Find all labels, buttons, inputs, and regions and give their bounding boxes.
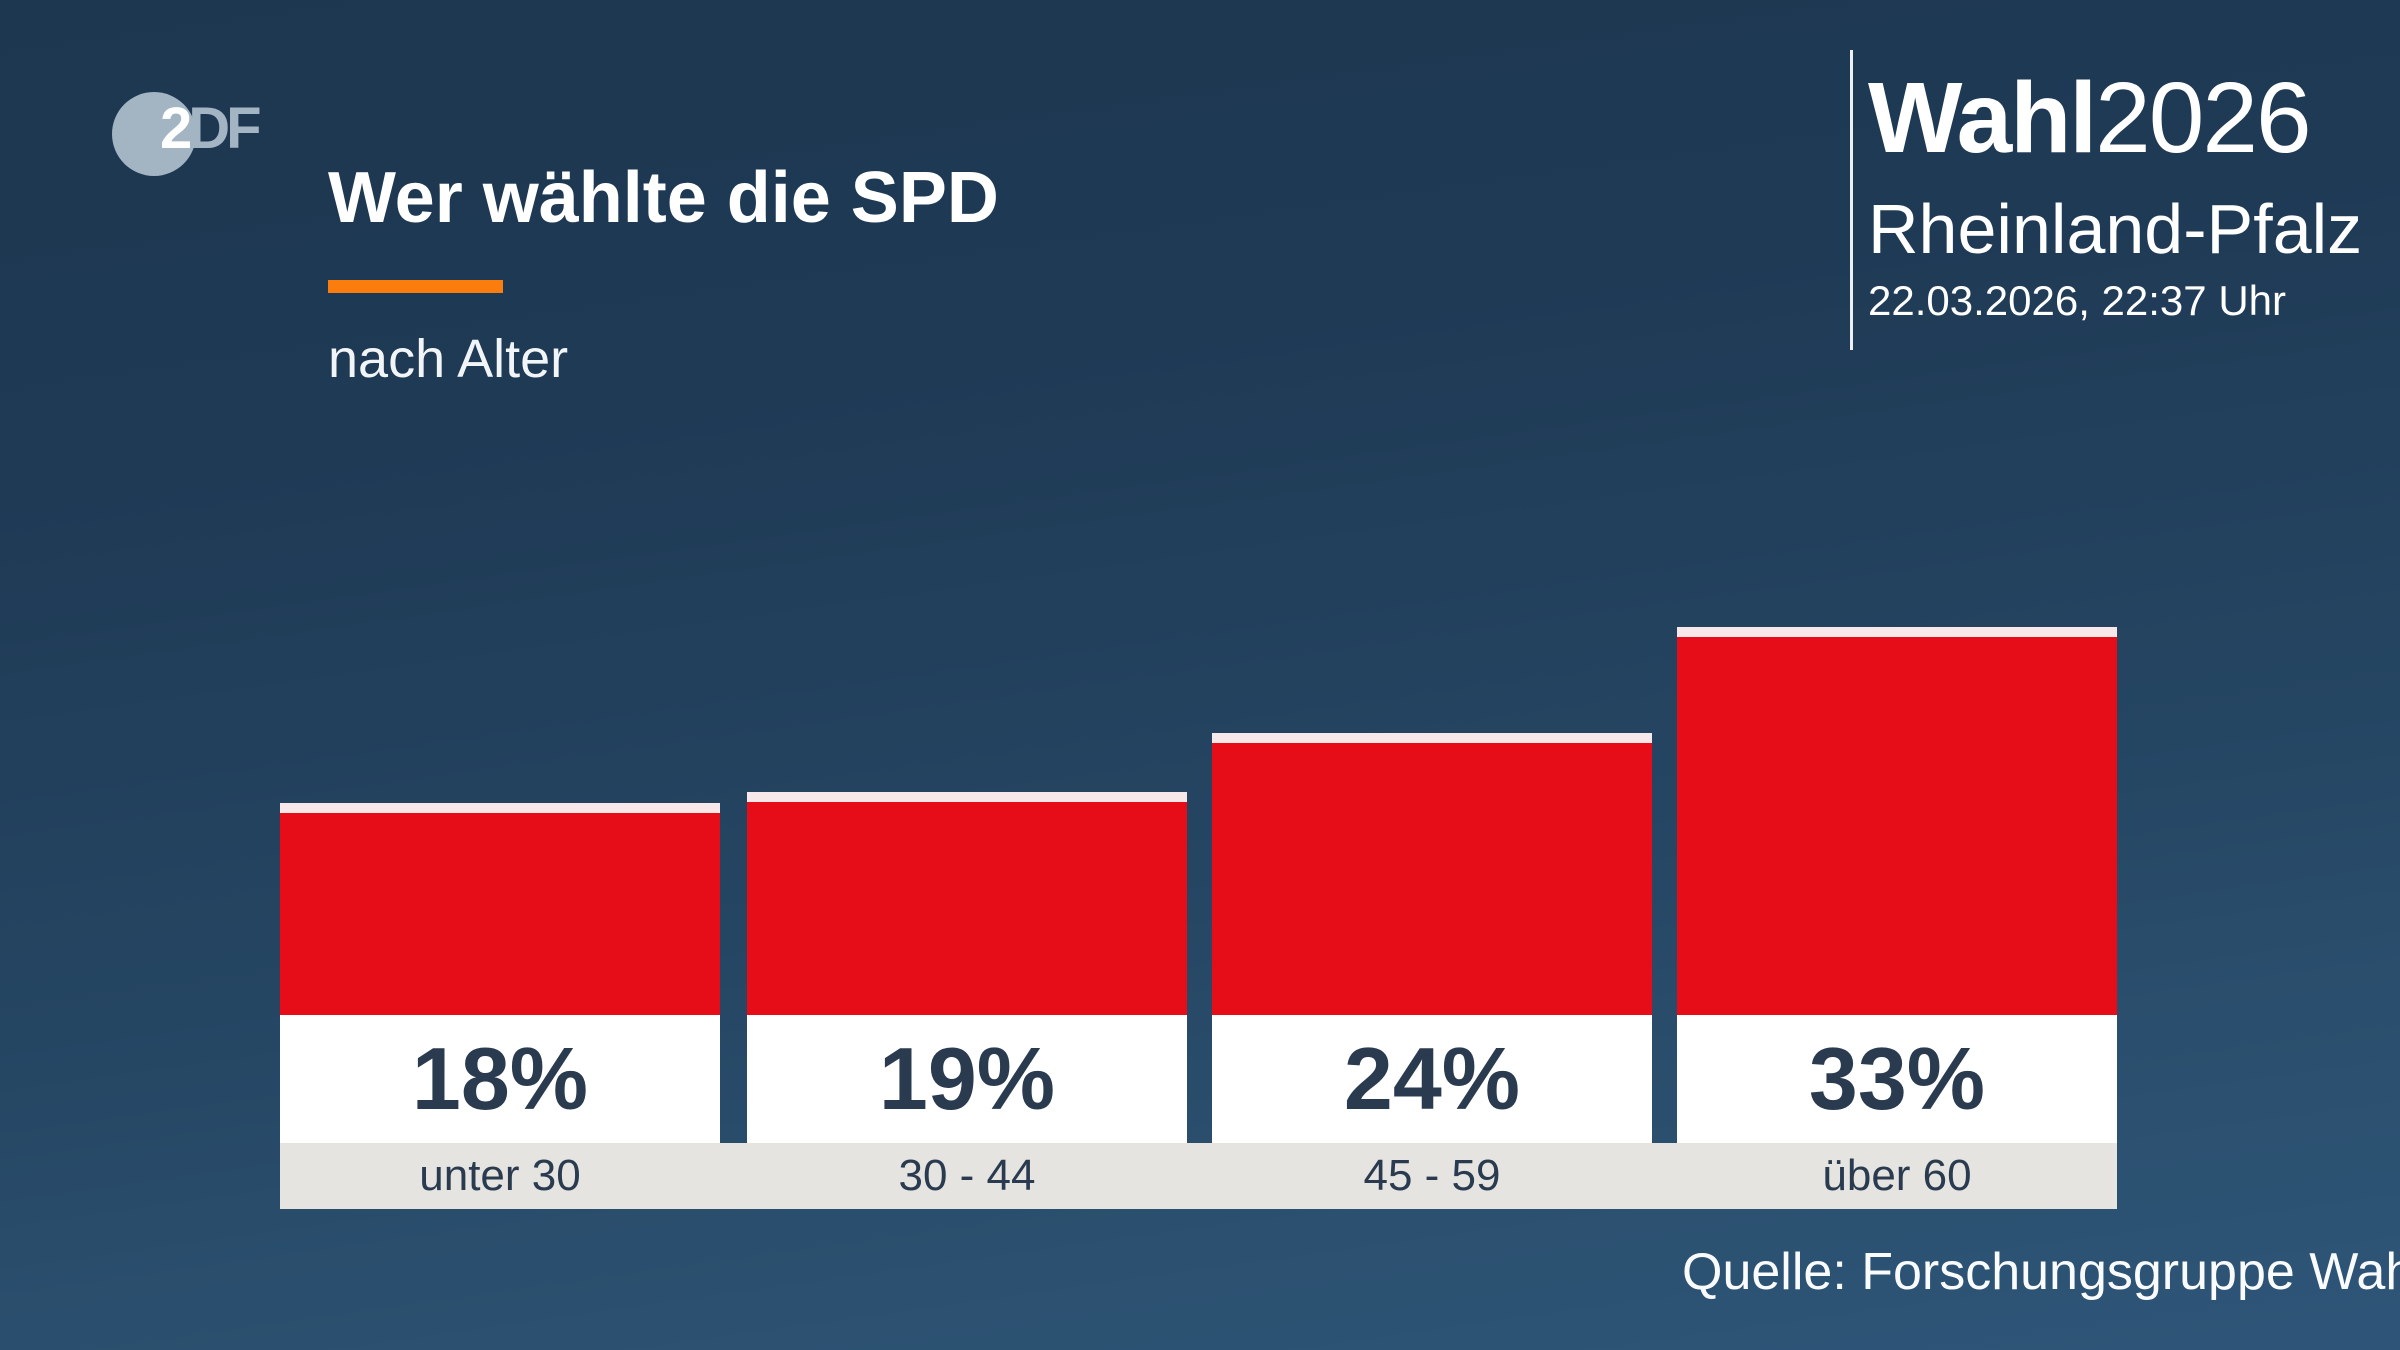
brand-title-wahl: Wahl — [1868, 62, 2097, 174]
bar-top-highlight — [280, 803, 720, 813]
brand-datetime: 22.03.2026, 22:37 Uhr — [1868, 277, 2286, 324]
bar-45---59: 24% — [1212, 733, 1652, 1143]
bar-fill-red — [747, 802, 1187, 1015]
zdf-logo-df: DF — [188, 96, 261, 161]
zdf-logo: 2DF — [112, 92, 372, 182]
brand-region: Rheinland-Pfalz — [1868, 190, 2363, 268]
bar-fill-red — [280, 813, 720, 1015]
brand-title: Wahl2026 — [1868, 68, 2312, 168]
zdf-logo-circle-icon — [112, 92, 196, 176]
bar-top-highlight — [1212, 733, 1652, 743]
zdf-logo-2: 2 — [160, 96, 192, 161]
category-label-30---44: 30 - 44 — [898, 1151, 1036, 1200]
category-label-über-60: über 60 — [1822, 1151, 1972, 1200]
category-label-unter-30: unter 30 — [419, 1151, 581, 1200]
bar-value-label: 24% — [1212, 1015, 1652, 1143]
page-subtitle: nach Alter — [328, 329, 569, 389]
bar-fill-red — [1677, 637, 2117, 1015]
brand-divider-line — [1850, 50, 1853, 350]
accent-underline — [328, 280, 503, 293]
bar-30---44: 19% — [747, 792, 1187, 1143]
bar-value-label: 18% — [280, 1015, 720, 1143]
bar-value-label: 19% — [747, 1015, 1187, 1143]
source-credit: Quelle: Forschungsgruppe Wahlen — [1682, 1243, 2400, 1301]
zdf-logo-text: 2DF — [160, 100, 262, 158]
bar-unter-30: 18% — [280, 803, 720, 1143]
bar-fill-red — [1212, 743, 1652, 1015]
category-label-45---59: 45 - 59 — [1363, 1151, 1501, 1200]
bar-top-highlight — [1677, 627, 2117, 637]
brand-title-year: 2026 — [2095, 62, 2311, 174]
bar-top-highlight — [747, 792, 1187, 802]
page-title: Wer wählte die SPD — [328, 158, 999, 238]
bar-value-label: 33% — [1677, 1015, 2117, 1143]
category-label-strip: unter 30 30 - 44 45 - 59 über 60 — [280, 1143, 2117, 1209]
bar-über-60: 33% — [1677, 627, 2117, 1143]
